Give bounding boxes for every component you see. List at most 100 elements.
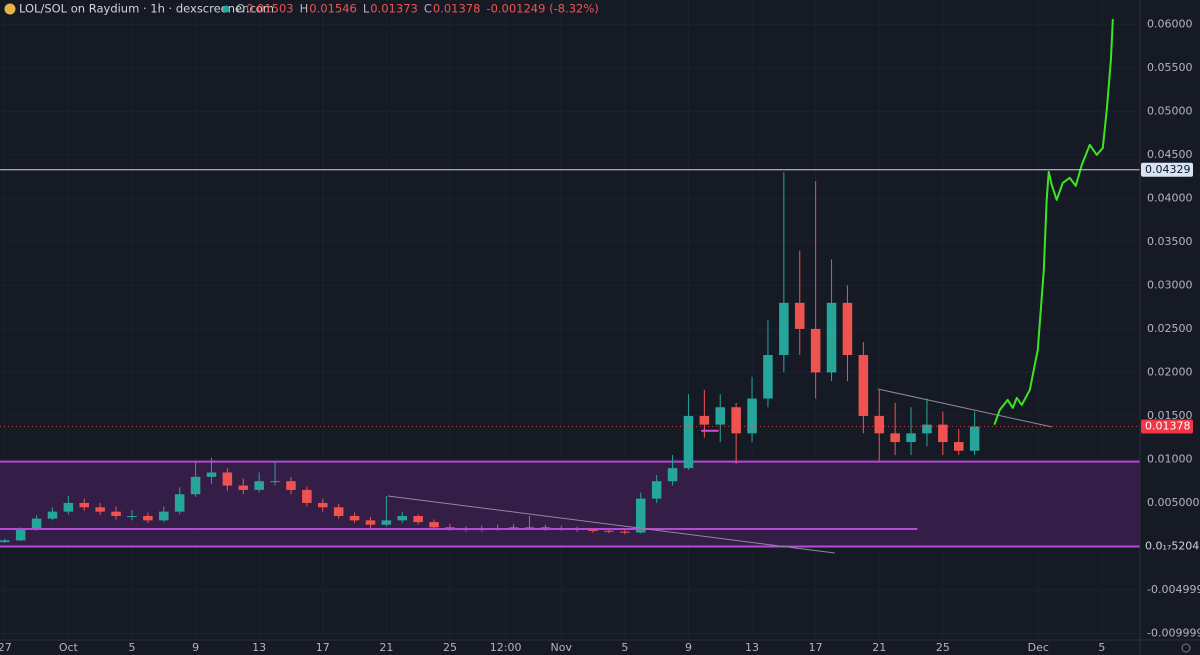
candle-body [842, 302, 853, 356]
y-tick-label: 0.02500 [1147, 322, 1193, 335]
drawings [0, 18, 1140, 554]
ohlc-value: 0.01378 [433, 2, 481, 16]
candle-body [810, 328, 821, 373]
x-tick-label: 21 [872, 641, 886, 654]
x-tick-label: 25 [443, 641, 457, 654]
x-tick-label: 9 [685, 641, 692, 654]
candle-body [922, 424, 932, 434]
ohlc-value: 0.01373 [370, 2, 418, 16]
y-tick-label: 0.04500 [1147, 148, 1193, 161]
candle-body [365, 520, 376, 525]
price-tag [1141, 419, 1193, 434]
x-tick-label: 17 [809, 641, 823, 654]
x-tick-label: Nov [551, 641, 573, 654]
candle-body [604, 530, 614, 532]
candle-body [938, 424, 948, 443]
x-tick-label: 17 [316, 641, 330, 654]
x-tick-label: 5 [1098, 641, 1105, 654]
candle-body [667, 468, 678, 482]
candle-body [63, 502, 74, 512]
candle-body [413, 516, 423, 523]
settings-icon[interactable] [1181, 643, 1191, 653]
candle-body [222, 472, 233, 486]
candle-body [0, 540, 10, 543]
candle-body [31, 518, 42, 530]
candle-body [111, 511, 121, 517]
candle-body [143, 516, 153, 521]
price-tag [1141, 539, 1193, 554]
candle-body [826, 302, 837, 373]
zone [0, 461, 1140, 547]
candle-body [349, 516, 360, 521]
x-tick-label: Dec [1028, 641, 1049, 654]
x-tick-label: 9 [192, 641, 199, 654]
ohlc-key: H [300, 2, 309, 16]
x-tick-label: Oct [59, 641, 79, 654]
y-tick-label: -0.004999 [1147, 583, 1200, 596]
price-tag-label: 0.04329 [1145, 163, 1191, 176]
x-tick-label: 5 [621, 641, 628, 654]
y-tick-label: 0.01500 [1147, 409, 1193, 422]
y-tick-label: 0.04000 [1147, 191, 1193, 204]
candle-body [858, 355, 869, 416]
ohlc-value: 0.01503 [246, 2, 294, 16]
candles [0, 172, 980, 543]
candle-body [270, 481, 280, 483]
candle-body [779, 302, 789, 356]
candle-body [683, 415, 694, 469]
y-tick-label: 0.02000 [1147, 365, 1193, 378]
candle-body [429, 522, 439, 528]
candle-body [381, 520, 392, 525]
candle-body [190, 476, 201, 495]
settings-icon[interactable] [1181, 643, 1191, 653]
y-tick-label: 0.05000 [1147, 104, 1193, 117]
candle-body [747, 398, 757, 434]
price-tag-label: 0.01378 [1145, 420, 1191, 433]
candle-body [953, 442, 964, 451]
y-tick-label: 0.05500 [1147, 61, 1193, 74]
x-tick-label: 12:00 [490, 641, 522, 654]
candle-body [397, 516, 408, 521]
candle-body [588, 529, 598, 531]
candle-body [635, 498, 646, 533]
projection-line [993, 18, 1114, 425]
candle-body [206, 472, 217, 477]
trend-line [877, 388, 1052, 428]
candle-body [715, 407, 726, 425]
candle-body [47, 511, 58, 519]
candle-body [254, 481, 264, 490]
ohlc-key: O [236, 2, 245, 16]
price-tag [1141, 162, 1193, 177]
candle-body [286, 481, 296, 490]
candle-body [874, 415, 885, 434]
trend-line [387, 495, 835, 554]
x-tick-label: 25 [936, 641, 950, 654]
candle-body [158, 511, 169, 521]
candle-body [238, 485, 249, 490]
y-tick-label: 0.06000 [1147, 17, 1193, 30]
zone-layer [0, 460, 1140, 548]
y-tick-label: 0.03000 [1147, 278, 1193, 291]
candle-body [890, 433, 900, 443]
candle-body [95, 507, 105, 512]
header: LOL/SOL on Raydium · 1h · dexscreener.co… [4, 2, 599, 16]
candle-body [620, 531, 630, 533]
candle-body [174, 494, 185, 512]
price-tag-label: 0.0₁₇5204 [1145, 539, 1199, 552]
chart-title: LOL/SOL on Raydium · 1h · dexscreener.co… [19, 2, 274, 16]
candle-body [731, 407, 741, 434]
logo [4, 3, 16, 15]
ohlc-key: L [363, 2, 370, 16]
ohlc-key: C [424, 2, 432, 16]
y-tick-label: 0.03500 [1147, 235, 1193, 248]
candle-body [79, 502, 90, 508]
candle-body [651, 481, 662, 499]
candle-body [302, 489, 312, 503]
y-tick-label: -0.009999 [1147, 626, 1200, 639]
candle-body [699, 415, 710, 425]
y-tick-label: 0.005000 [1147, 496, 1200, 509]
status-dot [222, 5, 230, 13]
